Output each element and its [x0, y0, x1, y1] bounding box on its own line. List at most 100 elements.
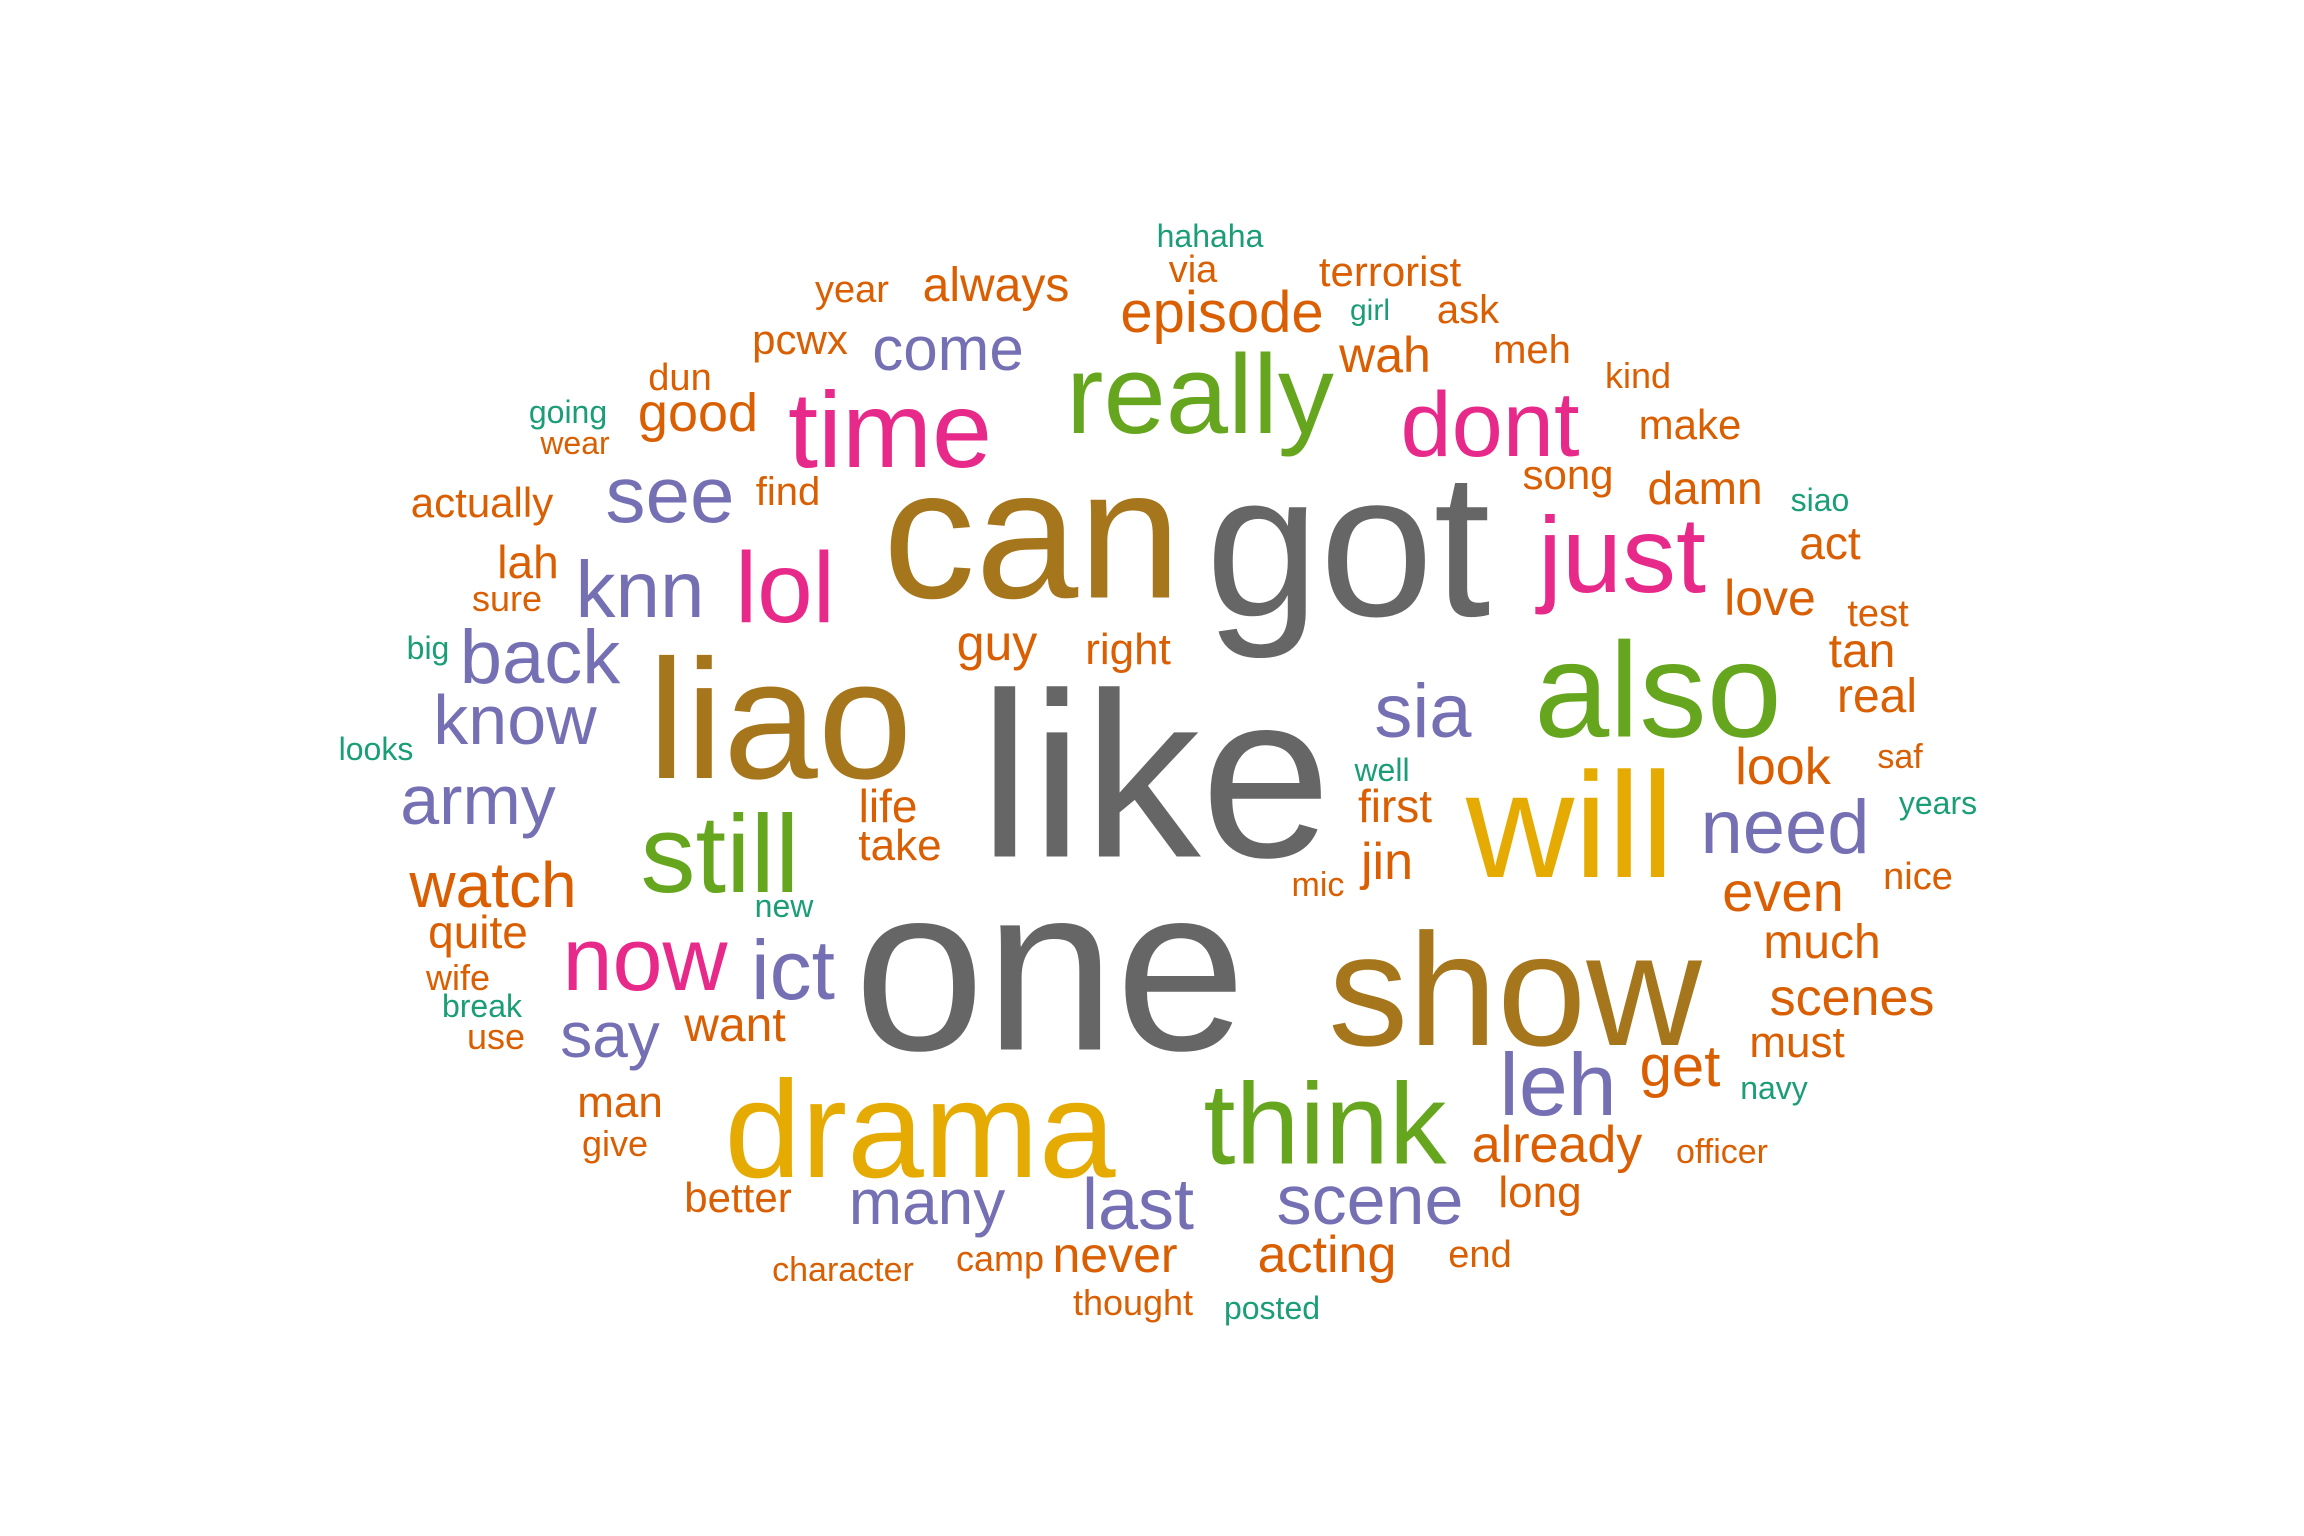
word-see: see	[605, 450, 735, 539]
word-scene: scene	[1276, 1161, 1464, 1239]
word-know: know	[433, 681, 597, 759]
word-siao: siao	[1790, 482, 1850, 518]
word-episode: episode	[1120, 280, 1324, 345]
word-think: think	[1203, 1060, 1447, 1189]
word-last: last	[1081, 1165, 1195, 1245]
word-leh: leh	[1499, 1035, 1617, 1134]
word-actually: actually	[410, 479, 554, 526]
word-take: take	[858, 821, 942, 870]
word-come: come	[872, 315, 1024, 384]
word-mic: mic	[1291, 866, 1345, 904]
word-must: must	[1749, 1018, 1845, 1067]
word-ask: ask	[1436, 288, 1500, 332]
word-girl: girl	[1349, 294, 1391, 327]
word-make: make	[1638, 401, 1742, 448]
word-via: via	[1168, 249, 1218, 291]
word-big: big	[406, 630, 450, 666]
word-damn: damn	[1647, 462, 1763, 514]
word-jin: jin	[1360, 833, 1414, 891]
word-real: real	[1836, 670, 1918, 723]
word-look: look	[1735, 738, 1831, 796]
word-long: long	[1498, 1168, 1582, 1217]
word-still: still	[640, 793, 800, 916]
word-sia: sia	[1374, 669, 1472, 754]
word-better: better	[684, 1174, 792, 1221]
word-now: now	[562, 910, 728, 1010]
word-liao: liao	[647, 625, 913, 815]
word-never: never	[1052, 1227, 1178, 1283]
word-tan: tan	[1828, 625, 1896, 678]
word-army: army	[400, 761, 556, 839]
word-break: break	[441, 988, 523, 1024]
word-going: going	[528, 394, 608, 430]
word-just: just	[1537, 494, 1707, 615]
word-wife: wife	[425, 957, 491, 998]
word-test: test	[1847, 593, 1909, 635]
word-show: show	[1328, 900, 1702, 1079]
word-officer: officer	[1676, 1133, 1768, 1171]
word-ict: ict	[751, 923, 835, 1017]
word-life: life	[858, 780, 918, 832]
word-camp: camp	[955, 1238, 1045, 1279]
word-drama: drama	[724, 1053, 1116, 1207]
word-wah: wah	[1339, 327, 1431, 383]
word-new: new	[754, 888, 814, 924]
word-first: first	[1357, 780, 1433, 832]
word-man: man	[577, 1078, 663, 1127]
word-get: get	[1639, 1034, 1721, 1099]
word-already: already	[1471, 1116, 1643, 1174]
word-back: back	[459, 615, 621, 700]
word-wear: wear	[540, 425, 610, 461]
word-good: good	[637, 383, 759, 443]
word-character: character	[772, 1251, 914, 1289]
word-thought: thought	[1072, 1282, 1194, 1323]
word-navy: navy	[1740, 1070, 1808, 1106]
word-always: always	[922, 259, 1070, 312]
word-many: many	[848, 1166, 1006, 1238]
word-really: really	[1066, 332, 1334, 457]
word-knn: knn	[575, 545, 705, 634]
word-give: give	[581, 1123, 649, 1164]
word-love: love	[1724, 570, 1816, 626]
word-need: need	[1700, 785, 1870, 870]
word-one: one	[853, 836, 1247, 1100]
word-looks: looks	[338, 731, 414, 767]
word-say: say	[560, 999, 660, 1071]
word-want: want	[684, 999, 786, 1052]
word-lol: lol	[734, 532, 836, 644]
word-even: even	[1722, 860, 1844, 923]
word-acting: acting	[1257, 1226, 1397, 1284]
word-song: song	[1522, 451, 1614, 498]
word-find: find	[755, 470, 821, 514]
word-like: like	[978, 643, 1332, 907]
word-year: year	[815, 269, 889, 311]
word-dont: dont	[1400, 374, 1580, 476]
word-posted: posted	[1223, 1290, 1321, 1326]
word-lah: lah	[497, 536, 559, 588]
word-dun: dun	[648, 357, 712, 399]
word-time: time	[787, 369, 993, 490]
word-terrorist: terrorist	[1318, 248, 1462, 295]
word-use: use	[466, 1016, 526, 1057]
word-can: can	[882, 431, 1182, 638]
word-got: got	[1205, 430, 1491, 660]
word-end: end	[1448, 1234, 1512, 1276]
word-kind: kind	[1604, 355, 1672, 396]
word-sure: sure	[471, 578, 543, 619]
word-right: right	[1085, 625, 1171, 674]
word-also: also	[1534, 614, 1782, 766]
word-will: will	[1465, 741, 1675, 909]
word-watch: watch	[409, 849, 577, 921]
word-hahaha: hahaha	[1156, 218, 1264, 254]
word-saf: saf	[1877, 738, 1923, 776]
word-scenes: scenes	[1769, 969, 1935, 1027]
word-nice: nice	[1883, 856, 1953, 898]
word-much: much	[1763, 916, 1881, 969]
word-guy: guy	[956, 615, 1038, 671]
word-well: well	[1354, 752, 1410, 788]
word-years: years	[1898, 785, 1978, 821]
word-pcwx: pcwx	[752, 316, 848, 363]
word-act: act	[1799, 517, 1861, 569]
word-quite: quite	[428, 906, 528, 958]
